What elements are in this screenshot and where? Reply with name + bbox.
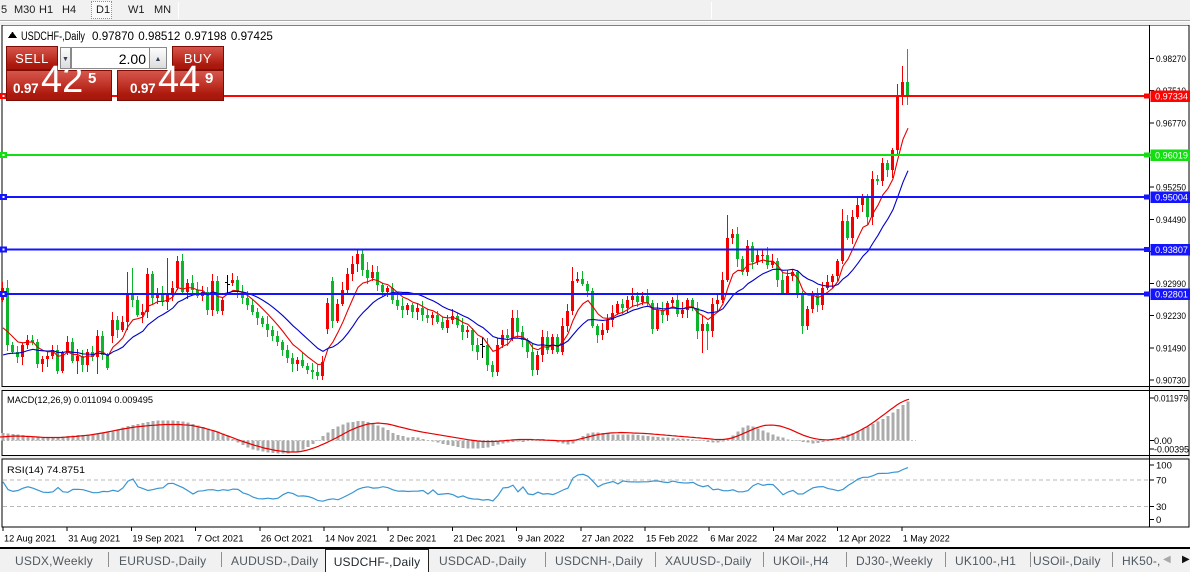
svg-text:1 May 2022: 1 May 2022 — [903, 534, 950, 545]
svg-text:12 Apr 2022: 12 Apr 2022 — [839, 534, 891, 545]
svg-text:RSI(14) 74.8751: RSI(14) 74.8751 — [7, 465, 85, 476]
svg-text:0.92990: 0.92990 — [1156, 279, 1186, 290]
svg-text:0.96019: 0.96019 — [1155, 151, 1188, 162]
svg-text:0.90730: 0.90730 — [1156, 376, 1186, 387]
svg-text:7 Oct 2021: 7 Oct 2021 — [197, 534, 244, 545]
svg-text:100: 100 — [1156, 461, 1172, 472]
svg-text:0.96770: 0.96770 — [1156, 118, 1186, 129]
svg-text:2 Dec 2021: 2 Dec 2021 — [389, 534, 436, 545]
svg-text:9 Jan 2022: 9 Jan 2022 — [518, 534, 565, 545]
svg-text:24 Mar 2022: 24 Mar 2022 — [774, 534, 826, 545]
svg-text:0.97870: 0.97870 — [92, 31, 134, 43]
svg-text:0.011979: 0.011979 — [1154, 394, 1188, 405]
svg-text:0.92230: 0.92230 — [1156, 311, 1186, 322]
svg-text:0.00: 0.00 — [1154, 436, 1172, 447]
svg-text:0.91490: 0.91490 — [1156, 343, 1186, 354]
svg-text:26 Oct 2021: 26 Oct 2021 — [261, 534, 313, 545]
svg-text:14 Nov 2021: 14 Nov 2021 — [325, 534, 377, 545]
svg-text:0.97425: 0.97425 — [231, 31, 273, 43]
svg-text:70: 70 — [1156, 476, 1167, 487]
svg-text:21 Dec 2021: 21 Dec 2021 — [453, 534, 505, 545]
svg-text:USDCHF-,Daily: USDCHF-,Daily — [21, 31, 85, 43]
svg-text:31 Aug 2021: 31 Aug 2021 — [68, 534, 120, 545]
svg-text:0.97334: 0.97334 — [1155, 92, 1188, 103]
svg-text:30: 30 — [1156, 502, 1167, 513]
svg-text:0.98512: 0.98512 — [138, 31, 180, 43]
svg-text:6 Mar 2022: 6 Mar 2022 — [710, 534, 757, 545]
svg-text:0.95250: 0.95250 — [1156, 183, 1186, 194]
svg-text:0.98270: 0.98270 — [1156, 54, 1186, 65]
svg-text:0.97198: 0.97198 — [185, 31, 227, 43]
svg-text:12 Aug 2021: 12 Aug 2021 — [4, 534, 56, 545]
svg-text:0: 0 — [1156, 515, 1161, 526]
svg-text:0.94490: 0.94490 — [1156, 215, 1186, 226]
svg-text:0.95004: 0.95004 — [1155, 193, 1188, 204]
svg-text:-0.00395: -0.00395 — [1154, 445, 1189, 456]
svg-text:MACD(12,26,9) 0.011094 0.00949: MACD(12,26,9) 0.011094 0.009495 — [7, 395, 153, 406]
svg-text:0.93807: 0.93807 — [1155, 245, 1188, 256]
svg-text:27 Jan 2022: 27 Jan 2022 — [582, 534, 634, 545]
svg-text:19 Sep 2021: 19 Sep 2021 — [132, 534, 184, 545]
svg-text:0.92801: 0.92801 — [1155, 290, 1188, 301]
svg-text:15 Feb 2022: 15 Feb 2022 — [646, 534, 698, 545]
